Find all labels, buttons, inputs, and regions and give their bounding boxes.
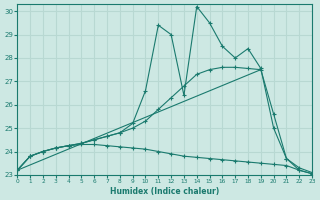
X-axis label: Humidex (Indice chaleur): Humidex (Indice chaleur) (110, 187, 219, 196)
